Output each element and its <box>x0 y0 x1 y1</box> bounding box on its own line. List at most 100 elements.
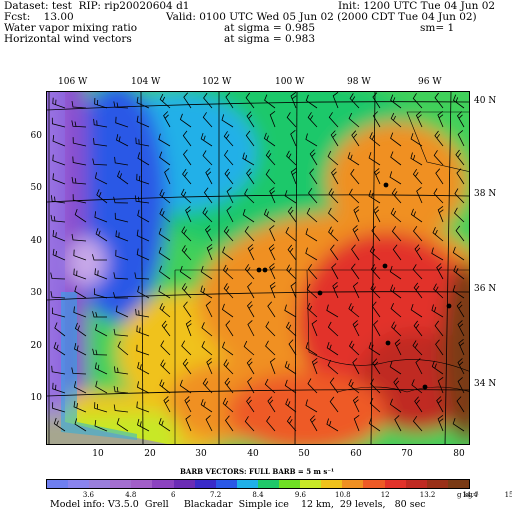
wind-barb <box>390 284 402 299</box>
field1-smoothing: sm= 1 <box>420 22 455 34</box>
y-tick-label: 30 <box>30 288 42 298</box>
wind-barb <box>352 282 360 299</box>
wind-barb <box>246 111 255 128</box>
wind-barb <box>113 196 129 204</box>
wind-barb <box>311 357 318 375</box>
wind-barb <box>113 272 129 280</box>
wind-barb <box>136 115 150 128</box>
wind-barb <box>222 397 234 413</box>
colorbar-unit: g kg⁻¹ <box>457 491 479 499</box>
wind-barb <box>307 112 318 128</box>
wind-barb <box>73 400 87 413</box>
wind-barb <box>202 112 213 128</box>
wind-barb <box>184 396 192 413</box>
colorbar-swatch <box>236 480 258 488</box>
wind-barb <box>53 341 66 356</box>
wind-barb <box>185 206 192 223</box>
wind-barb <box>455 149 465 166</box>
wind-barb <box>158 246 171 261</box>
wind-barb <box>412 168 423 185</box>
wind-barb <box>269 281 276 299</box>
colorbar-swatch <box>257 480 280 488</box>
colorbar-swatch <box>426 480 448 488</box>
wind-barb <box>414 244 423 261</box>
wind-barb <box>52 154 66 166</box>
wind-barb <box>412 264 423 280</box>
colorbar-swatch <box>384 480 406 488</box>
wind-barb <box>416 186 423 204</box>
wind-barb <box>433 150 444 166</box>
wind-barb <box>242 152 255 166</box>
wind-barb <box>246 396 255 413</box>
wind-barb <box>223 149 234 166</box>
wind-barb <box>328 112 339 128</box>
wind-barb <box>243 340 255 356</box>
wind-barb <box>373 206 381 223</box>
y-tick-label: 60 <box>30 131 42 141</box>
wind-barb <box>159 265 171 280</box>
wind-barb <box>52 135 66 147</box>
wind-barb <box>350 168 360 185</box>
wind-barb <box>113 292 128 299</box>
colorbar-swatch <box>363 480 385 488</box>
wind-barb <box>224 168 234 185</box>
wind-barb <box>389 398 402 413</box>
wind-barb <box>94 362 108 375</box>
wind-barb <box>159 151 171 166</box>
wind-barb <box>52 173 66 185</box>
x-tick-label: 70 <box>401 449 413 459</box>
wind-barb <box>370 264 381 280</box>
wind-barb <box>452 284 465 299</box>
wind-barb <box>94 288 108 299</box>
wind-barb <box>458 338 465 356</box>
wind-barb <box>182 149 192 166</box>
wind-barb <box>331 168 339 185</box>
wind-barb <box>247 282 255 299</box>
wind-barb <box>136 325 150 337</box>
wind-barb <box>391 226 402 242</box>
wind-barb <box>284 190 297 204</box>
wind-barb <box>351 244 360 261</box>
wind-barb <box>72 137 87 147</box>
field1-name: Water vapor mixing ratio <box>4 22 138 34</box>
wind-barb <box>349 93 360 109</box>
wind-barb <box>352 225 360 242</box>
wind-barb <box>182 168 192 185</box>
wind-barb <box>328 188 339 204</box>
wind-barb <box>269 357 276 375</box>
wind-barb <box>353 205 360 223</box>
wind-barb <box>201 322 213 337</box>
wind-barb <box>247 320 255 337</box>
wind-barb <box>368 152 381 166</box>
wind-barb <box>436 263 444 280</box>
wind-barb <box>94 268 108 280</box>
lon-label: 100 W <box>275 77 305 87</box>
wind-barb <box>74 285 87 299</box>
colorbar-swatch <box>405 480 427 488</box>
wind-barb <box>265 340 276 356</box>
wind-barb <box>413 282 423 299</box>
wind-barb <box>436 396 444 413</box>
wind-barb <box>372 358 381 375</box>
wind-barb <box>159 379 171 394</box>
wind-barb <box>389 171 402 185</box>
colorbar-swatch <box>300 480 322 488</box>
wind-barb <box>373 320 381 337</box>
colorbar-swatch <box>447 480 469 488</box>
wind-barb <box>244 226 255 242</box>
wind-barb <box>457 358 465 375</box>
wind-barb <box>347 152 360 166</box>
wind-barb <box>206 357 213 375</box>
wind-barb <box>223 359 234 375</box>
wind-barb <box>410 208 423 223</box>
wind-barb <box>390 207 402 223</box>
wind-barb <box>94 211 108 223</box>
lon-label: 98 W <box>347 77 371 87</box>
wind-barb <box>306 283 318 299</box>
wind-barb <box>94 419 108 432</box>
x-tick-label: 50 <box>298 449 310 459</box>
colorbar-tick-label: 12 <box>380 491 390 499</box>
colorbar-swatch <box>279 480 301 488</box>
colorbar-tick-label: 7.2 <box>210 491 222 499</box>
wind-barb <box>265 150 276 166</box>
